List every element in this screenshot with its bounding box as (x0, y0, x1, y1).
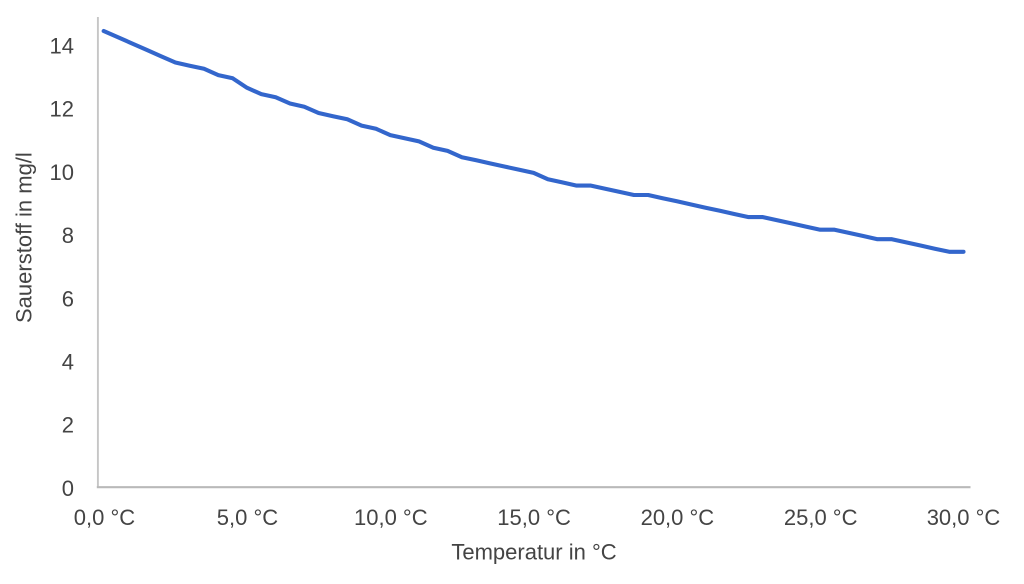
svg-text:5,0 °C: 5,0 °C (217, 505, 278, 530)
svg-text:8: 8 (62, 223, 74, 248)
svg-text:25,0 °C: 25,0 °C (784, 505, 858, 530)
svg-text:10: 10 (50, 160, 74, 185)
svg-text:2: 2 (62, 413, 74, 438)
svg-text:Temperatur in °C: Temperatur in °C (451, 540, 616, 565)
svg-text:4: 4 (62, 350, 74, 375)
svg-text:14: 14 (50, 34, 74, 59)
svg-text:0,0 °C: 0,0 °C (74, 505, 135, 530)
svg-text:0: 0 (62, 476, 74, 501)
svg-text:15,0 °C: 15,0 °C (497, 505, 571, 530)
svg-text:12: 12 (50, 97, 74, 122)
svg-text:6: 6 (62, 286, 74, 311)
svg-text:Sauerstoff in mg/l: Sauerstoff in mg/l (12, 152, 37, 323)
svg-text:10,0 °C: 10,0 °C (354, 505, 428, 530)
svg-text:30,0 °C: 30,0 °C (927, 505, 1001, 530)
svg-text:20,0 °C: 20,0 °C (641, 505, 715, 530)
